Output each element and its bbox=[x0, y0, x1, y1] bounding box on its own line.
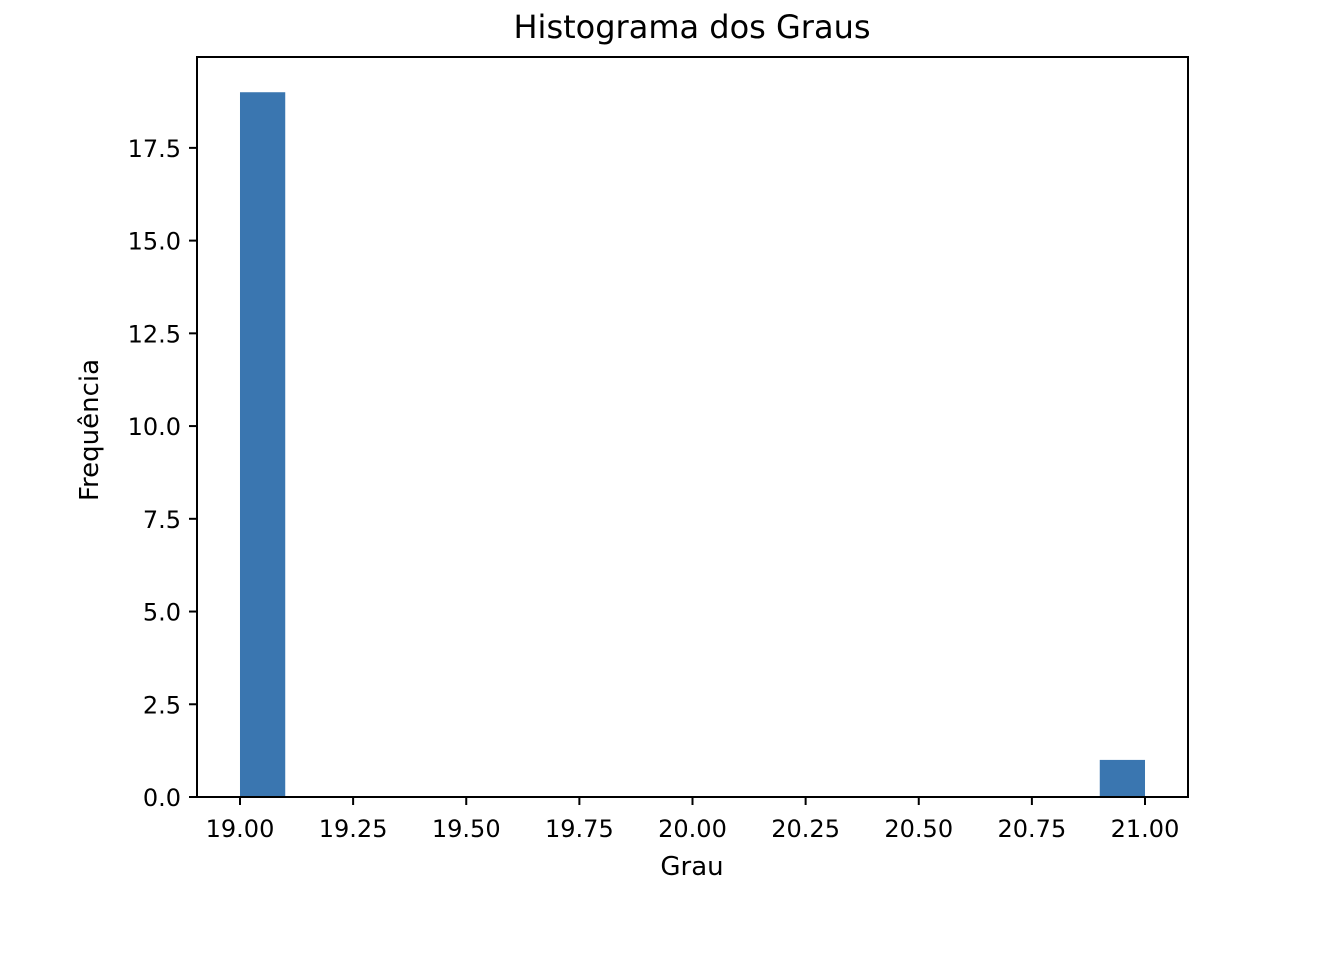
y-tick-label: 15.0 bbox=[128, 228, 181, 256]
x-tick-label: 21.00 bbox=[1111, 815, 1180, 843]
x-tick-label: 20.00 bbox=[658, 815, 727, 843]
y-tick-label: 2.5 bbox=[143, 691, 181, 719]
x-axis-label: Grau bbox=[660, 852, 723, 882]
bars-group bbox=[239, 92, 1146, 797]
y-tick-label: 7.5 bbox=[143, 506, 181, 534]
chart-title: Histograma dos Graus bbox=[513, 8, 870, 46]
y-tick-label: 0.0 bbox=[143, 784, 181, 812]
y-tick-label: 10.0 bbox=[128, 413, 181, 441]
histogram-bar-1 bbox=[1099, 759, 1146, 797]
x-axis-ticks: 19.00 19.25 19.50 19.75 20.00 20.25 20.50 20.75… bbox=[206, 797, 1180, 843]
x-tick-label: 20.75 bbox=[998, 815, 1067, 843]
plot-area-frame bbox=[196, 56, 1189, 798]
y-axis-label: Frequência bbox=[75, 359, 105, 501]
y-tick-label: 12.5 bbox=[128, 320, 181, 348]
x-tick-label: 19.75 bbox=[545, 815, 614, 843]
x-tick-label: 19.00 bbox=[206, 815, 275, 843]
x-tick-label: 20.50 bbox=[884, 815, 953, 843]
y-tick-label: 17.5 bbox=[128, 135, 181, 163]
x-tick-label: 19.25 bbox=[319, 815, 388, 843]
y-tick-label: 5.0 bbox=[143, 599, 181, 627]
y-axis-ticks: 0.0 2.5 5.0 7.5 10.0 12.5 15.0 17.5 bbox=[128, 135, 197, 812]
histogram-bar-0 bbox=[239, 92, 286, 797]
x-tick-label: 19.50 bbox=[432, 815, 501, 843]
x-tick-label: 20.25 bbox=[771, 815, 840, 843]
